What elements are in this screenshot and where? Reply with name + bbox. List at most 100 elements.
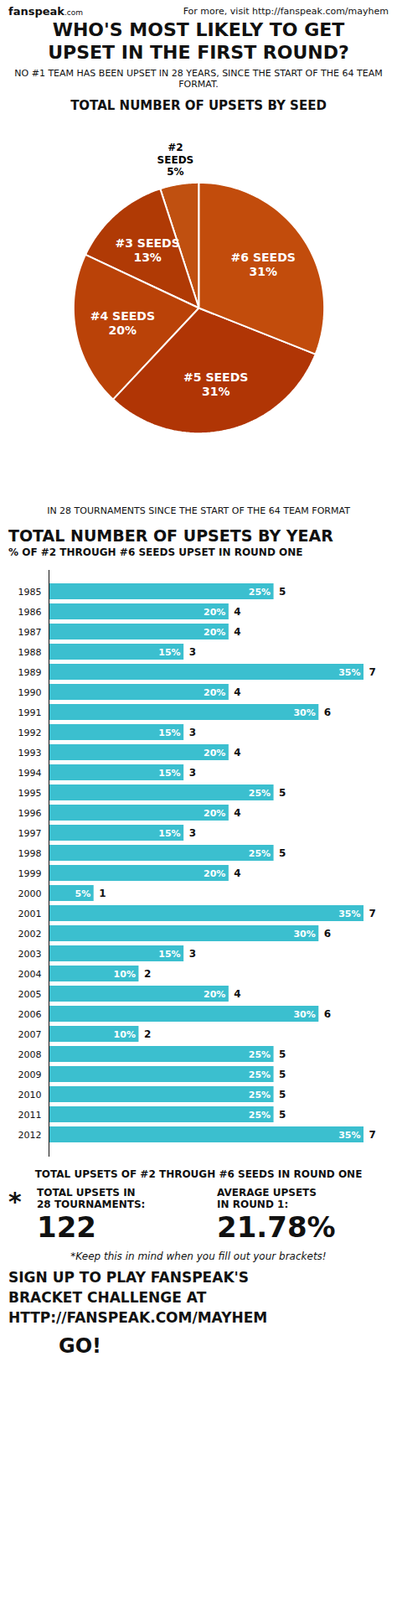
html-text:NO #1 TEAM HAS BEEN UPSET IN 2: NO #1 TEAM HAS BEEN UPSET IN 28 YEARS, S… xyxy=(14,67,383,90)
svg-text:25%: 25% xyxy=(248,847,271,859)
svg-text:1991: 1991 xyxy=(18,706,42,718)
svg-text:1994: 1994 xyxy=(18,767,42,779)
svg-text:25%: 25% xyxy=(248,787,271,799)
svg-text:4: 4 xyxy=(233,746,241,758)
svg-text:2009: 2009 xyxy=(18,1068,42,1080)
svg-text:15%: 15% xyxy=(158,767,181,779)
svg-text:4: 4 xyxy=(233,605,241,618)
svg-text:3: 3 xyxy=(189,645,196,658)
svg-text:20%: 20% xyxy=(203,867,226,879)
svg-text:7: 7 xyxy=(369,665,377,678)
svg-text:35%: 35% xyxy=(338,666,361,678)
svg-text:2003: 2003 xyxy=(18,948,42,959)
svg-text:20%: 20% xyxy=(203,747,226,758)
svg-text:2011: 2011 xyxy=(18,1108,42,1120)
html-text:AVERAGE UPSETS IN ROUND 1:: AVERAGE UPSETS IN ROUND 1: xyxy=(216,1185,317,1210)
svg-text:1996: 1996 xyxy=(18,807,42,819)
svg-text:3: 3 xyxy=(189,947,196,959)
svg-text:15%: 15% xyxy=(158,948,181,959)
svg-text:2012: 2012 xyxy=(18,1129,42,1140)
svg-text:5%: 5% xyxy=(75,887,92,899)
svg-text:30%: 30% xyxy=(293,928,315,939)
svg-text:25%: 25% xyxy=(248,1108,271,1120)
html-text:GO!: GO! xyxy=(58,1333,102,1357)
svg-text:2006: 2006 xyxy=(18,1008,42,1020)
svg-text:6: 6 xyxy=(324,706,331,718)
html-text:WHO'S MOST LIKELY TO GET: WHO'S MOST LIKELY TO GET xyxy=(52,19,345,41)
svg-text:20%: 20% xyxy=(203,807,226,819)
html-text:UPSET IN THE FIRST ROUND?: UPSET IN THE FIRST ROUND? xyxy=(47,41,350,63)
html-text:TOTAL NUMBER OF UPSETS BY SEED: TOTAL NUMBER OF UPSETS BY SEED xyxy=(70,97,327,114)
svg-text:1997: 1997 xyxy=(18,827,42,839)
svg-text:6: 6 xyxy=(324,1007,331,1020)
svg-text:#2SEEDS5%: #2SEEDS5% xyxy=(157,141,195,178)
svg-text:5: 5 xyxy=(278,1067,286,1080)
svg-text:5: 5 xyxy=(278,1047,286,1060)
svg-text:2008: 2008 xyxy=(18,1048,42,1060)
svg-text:2005: 2005 xyxy=(18,988,42,1000)
svg-text:2010: 2010 xyxy=(18,1088,42,1100)
html-text:TOTAL NUMBER OF UPSETS BY YEAR: TOTAL NUMBER OF UPSETS BY YEAR xyxy=(8,525,334,545)
svg-text:5: 5 xyxy=(278,1108,286,1120)
svg-text:4: 4 xyxy=(233,685,241,698)
html-text:21.78%: 21.78% xyxy=(216,1209,336,1243)
svg-text:35%: 35% xyxy=(338,1129,361,1140)
svg-text:4: 4 xyxy=(233,987,241,1000)
svg-text:2: 2 xyxy=(144,967,151,980)
svg-text:4: 4 xyxy=(233,625,241,638)
html-text:122: 122 xyxy=(36,1209,97,1243)
svg-text:1986: 1986 xyxy=(18,606,42,618)
svg-text:15%: 15% xyxy=(158,827,181,839)
svg-text:#4 SEEDS20%: #4 SEEDS20% xyxy=(90,309,155,337)
svg-text:7: 7 xyxy=(369,907,377,919)
svg-text:2002: 2002 xyxy=(18,928,42,939)
svg-text:1989: 1989 xyxy=(18,666,42,678)
svg-text:5: 5 xyxy=(278,1087,286,1100)
svg-text:15%: 15% xyxy=(158,726,181,738)
svg-text:5: 5 xyxy=(278,786,286,799)
svg-text:1992: 1992 xyxy=(18,726,42,738)
svg-text:1988: 1988 xyxy=(18,646,42,658)
svg-text:20%: 20% xyxy=(203,686,226,698)
svg-text:25%: 25% xyxy=(248,1048,271,1060)
svg-text:#5 SEEDS31%: #5 SEEDS31% xyxy=(183,370,248,398)
svg-text:#6 SEEDS31%: #6 SEEDS31% xyxy=(231,250,296,279)
svg-text:20%: 20% xyxy=(203,988,226,1000)
svg-text:2: 2 xyxy=(144,1027,151,1040)
html-text:HTTP://FANSPEAK.COM/MAYHEM: HTTP://FANSPEAK.COM/MAYHEM xyxy=(8,1308,268,1326)
svg-text:#3 SEEDS13%: #3 SEEDS13% xyxy=(115,236,181,264)
svg-text:1998: 1998 xyxy=(18,847,42,859)
svg-text:1999: 1999 xyxy=(18,867,42,879)
svg-text:15%: 15% xyxy=(158,646,181,658)
svg-text:5: 5 xyxy=(278,846,286,859)
svg-text:25%: 25% xyxy=(248,1068,271,1080)
svg-text:1: 1 xyxy=(98,886,106,899)
svg-text:1993: 1993 xyxy=(18,747,42,758)
svg-text:4: 4 xyxy=(233,866,241,879)
svg-text:10%: 10% xyxy=(113,968,136,980)
svg-text:2001: 2001 xyxy=(18,907,42,919)
svg-text:1995: 1995 xyxy=(18,787,42,799)
svg-text:2004: 2004 xyxy=(18,968,42,980)
svg-text:7: 7 xyxy=(369,1128,377,1140)
html-text:TOTAL UPSETS IN 28 TOURNAMENTS: TOTAL UPSETS IN 28 TOURNAMENTS: xyxy=(36,1185,146,1210)
svg-text:3: 3 xyxy=(189,766,196,779)
svg-text:30%: 30% xyxy=(293,1008,315,1020)
svg-text:3: 3 xyxy=(189,726,196,738)
svg-text:2000: 2000 xyxy=(18,887,42,899)
svg-text:30%: 30% xyxy=(293,706,315,718)
svg-text:1985: 1985 xyxy=(18,586,42,598)
svg-text:1987: 1987 xyxy=(18,626,42,638)
svg-text:6: 6 xyxy=(324,927,331,939)
svg-text:25%: 25% xyxy=(248,586,271,598)
svg-text:5: 5 xyxy=(278,585,286,598)
svg-text:25%: 25% xyxy=(248,1088,271,1100)
svg-text:35%: 35% xyxy=(338,907,361,919)
svg-text:20%: 20% xyxy=(203,626,226,638)
svg-text:20%: 20% xyxy=(203,606,226,618)
svg-text:1990: 1990 xyxy=(18,686,42,698)
svg-text:10%: 10% xyxy=(113,1028,136,1040)
svg-text:4: 4 xyxy=(233,806,241,819)
svg-text:2007: 2007 xyxy=(18,1028,42,1040)
svg-text:3: 3 xyxy=(189,826,196,839)
